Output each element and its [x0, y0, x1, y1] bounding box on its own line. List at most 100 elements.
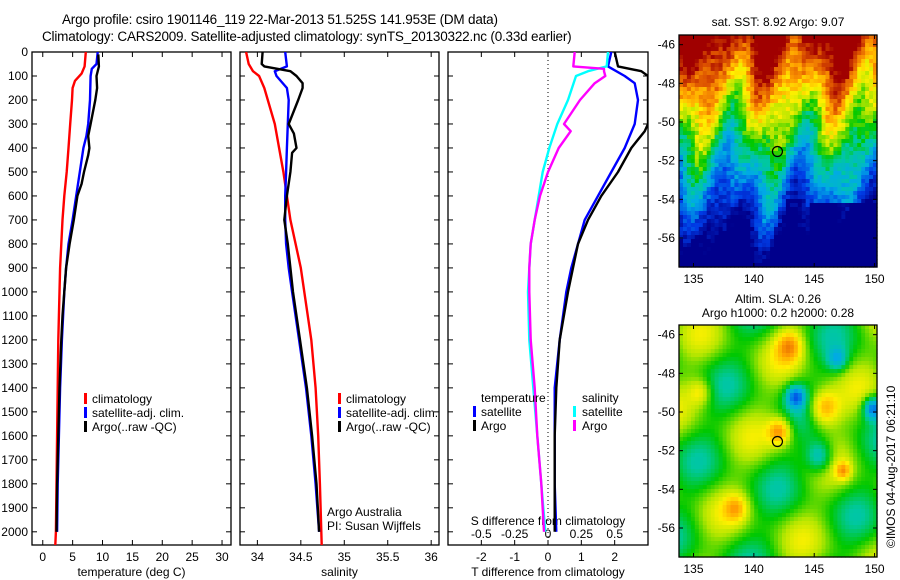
map-x-tick-label: 150 [865, 562, 885, 576]
legend-title-temperature: temperature [481, 391, 546, 405]
profile-title: Argo profile: csiro 1901146_119 22-Mar-2… [62, 12, 498, 27]
x-tick-label: -1 [509, 550, 520, 564]
x-tick-label: 10 [96, 550, 110, 564]
x-tick-label: 0 [545, 550, 552, 564]
series-group [244, 52, 323, 545]
map-y-tick-label: -50 [658, 115, 676, 129]
legend-swatch [338, 393, 341, 404]
map-y-tick-label: -52 [658, 444, 676, 458]
map-frame [678, 324, 878, 558]
temperature-profile: 0 5 10 15 20 25 300100200300400500600700800900… [1, 45, 232, 579]
y-tick-label: 1500 [1, 405, 28, 419]
y-tick-label: 1600 [1, 429, 28, 443]
imos-credit: ©IMOS 04-Aug-2017 06:21:10 [884, 385, 898, 548]
legend-swatch [84, 407, 87, 418]
series-climatology [54, 52, 87, 545]
series-group [526, 52, 648, 532]
series-argo-raw-qc- [260, 52, 321, 532]
map-y-tick-label: -54 [658, 192, 676, 206]
sla-map-title-1: Altim. SLA: 0.26 [734, 292, 822, 306]
sst-map: 135 140 145 150 -46 -48 -50 -52 -54 -56 [658, 34, 885, 286]
plot-frame [447, 51, 649, 546]
s-tick-label: 0 [545, 527, 552, 541]
difference-profile: -2 -1 0 1 2T difference from climatology -0.5… [447, 51, 649, 579]
y-tick-label: 600 [8, 189, 28, 203]
x-tick-label: 5 [69, 550, 76, 564]
x-tick-label: 30 [215, 550, 229, 564]
y-tick-label: 2000 [1, 525, 28, 539]
sst-map-title: sat. SST: 8.92 Argo: 9.07 [711, 15, 845, 29]
y-tick-label: 1400 [1, 381, 28, 395]
y-tick-label: 400 [8, 141, 28, 155]
x-tick-label: 1 [578, 550, 585, 564]
series-temperature-argo [553, 52, 648, 532]
y-tick-label: 1100 [2, 309, 28, 323]
series-climatology [244, 52, 323, 545]
series-salinity-argo [528, 52, 607, 532]
legend-swatch [473, 420, 476, 431]
legend-swatch [84, 393, 87, 404]
plot-frame [239, 51, 440, 546]
legend-swatch [573, 420, 576, 431]
map-y-tick-label: -56 [658, 521, 676, 535]
legend-label: climatology [92, 392, 152, 406]
series-temperature-satellite [553, 52, 640, 532]
legend-label: satellite [582, 405, 623, 419]
sla-map-title-2: Argo h1000: 0.2 h2000: 0.28 [701, 306, 855, 320]
climatology-title: Climatology: CARS2009. Satellite-adjuste… [42, 29, 572, 44]
legend-label: Argo(..raw -QC) [92, 420, 177, 434]
map-x-tick-label: 140 [744, 562, 764, 576]
map-y-tick-label: -56 [658, 231, 676, 245]
legend-swatch [338, 407, 341, 418]
map-x-tick-label: 135 [683, 562, 703, 576]
map-y-tick-label: -50 [658, 405, 676, 419]
y-tick-label: 1900 [1, 501, 28, 515]
map-frame [678, 34, 878, 268]
x-tick-label: 35.5 [376, 550, 400, 564]
legend-label: climatology [346, 392, 406, 406]
x-tick-label: 0 [39, 550, 46, 564]
legend-label: Argo [582, 419, 608, 433]
map-x-tick-label: 145 [804, 272, 824, 286]
y-tick-label: 1200 [1, 333, 28, 347]
annotation-text: PI: Susan Wijffels [327, 519, 421, 533]
x-tick-label: 20 [156, 550, 170, 564]
x-tick-label: 36 [424, 550, 438, 564]
sla-map: 135 140 145 150 -46 -48 -50 -52 -54 -56 [658, 324, 885, 576]
legend-label: satellite [481, 405, 522, 419]
x-tick-label: 34.5 [289, 550, 313, 564]
x-axis-label: salinity [321, 565, 358, 579]
legend-label: Argo [481, 419, 507, 433]
map-y-tick-label: -48 [658, 76, 676, 90]
legend-label: satellite-adj. clim. [346, 406, 438, 420]
y-tick-label: 800 [8, 237, 28, 251]
legend-title-salinity: salinity [582, 391, 619, 405]
x-tick-label: 35 [338, 550, 352, 564]
x-tick-label: 34 [251, 550, 265, 564]
map-x-tick-label: 145 [804, 562, 824, 576]
x-axis-label: T difference from climatology [471, 565, 625, 579]
legend-label: Argo(..raw -QC) [346, 420, 431, 434]
map-y-tick-label: -54 [658, 482, 676, 496]
x-axis-label: temperature (deg C) [77, 565, 185, 579]
y-tick-label: 0 [21, 45, 28, 59]
map-x-tick-label: 150 [865, 272, 885, 286]
y-tick-label: 500 [8, 165, 28, 179]
s-axis-label: S difference from climatology [471, 514, 626, 528]
legend-label: satellite-adj. clim. [92, 406, 184, 420]
annotation-text: Argo Australia [327, 505, 402, 519]
y-tick-label: 100 [8, 69, 28, 83]
map-cells [679, 35, 878, 268]
x-tick-label: -2 [476, 550, 487, 564]
series-satellite-adj-clim- [273, 52, 321, 532]
map-y-tick-label: -48 [658, 366, 676, 380]
legend-swatch [473, 406, 476, 417]
x-tick-label: 25 [185, 550, 199, 564]
legend-swatch [84, 421, 87, 432]
series-group [54, 52, 101, 545]
plot-frame [31, 51, 232, 546]
series-salinity-satellite [526, 52, 610, 532]
map-x-tick-label: 135 [683, 272, 703, 286]
legend-swatch [338, 421, 341, 432]
